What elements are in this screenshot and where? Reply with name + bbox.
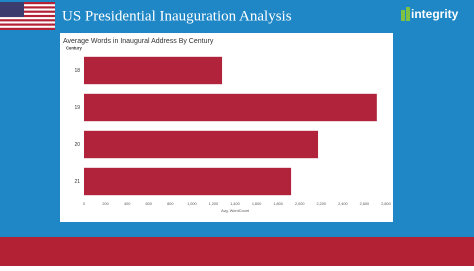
x-axis-label: Avg. WordCount — [221, 209, 250, 213]
bar — [84, 56, 223, 85]
y-axis-label: Century — [66, 46, 82, 51]
x-tick-label: 600 — [146, 202, 152, 206]
x-tick-label: 1,400 — [230, 202, 240, 206]
x-tick-label: 2,400 — [338, 202, 348, 206]
x-tick-label: 800 — [167, 202, 173, 206]
footer-band — [0, 237, 474, 266]
chart-title: Average Words in Inaugural Address By Ce… — [63, 38, 214, 45]
x-tick-label: 2,800 — [381, 202, 391, 206]
x-tick-label: 200 — [102, 202, 108, 206]
x-tick-label: 1,200 — [209, 202, 219, 206]
logo-text: integrity — [411, 7, 459, 21]
x-tick-label: 400 — [124, 202, 130, 206]
bar — [84, 93, 377, 122]
y-tick-label: 20 — [74, 142, 80, 148]
bar — [84, 130, 319, 159]
slide-title: US Presidential Inauguration Analysis — [62, 8, 292, 24]
x-tick-label: 2,200 — [317, 202, 327, 206]
y-tick-label: 21 — [74, 179, 80, 185]
logo: integrity — [401, 7, 459, 21]
y-tick-label: 19 — [74, 105, 80, 111]
y-tick-label: 18 — [74, 68, 80, 74]
x-tick-label: 0 — [83, 202, 85, 206]
x-tick-label: 1,600 — [252, 202, 262, 206]
x-tick-label: 2,000 — [295, 202, 305, 206]
x-tick-label: 2,600 — [360, 202, 370, 206]
x-tick-label: 1,000 — [187, 202, 197, 206]
x-tick-label: 1,800 — [273, 202, 283, 206]
bar — [84, 167, 292, 196]
us-flag — [0, 2, 55, 30]
